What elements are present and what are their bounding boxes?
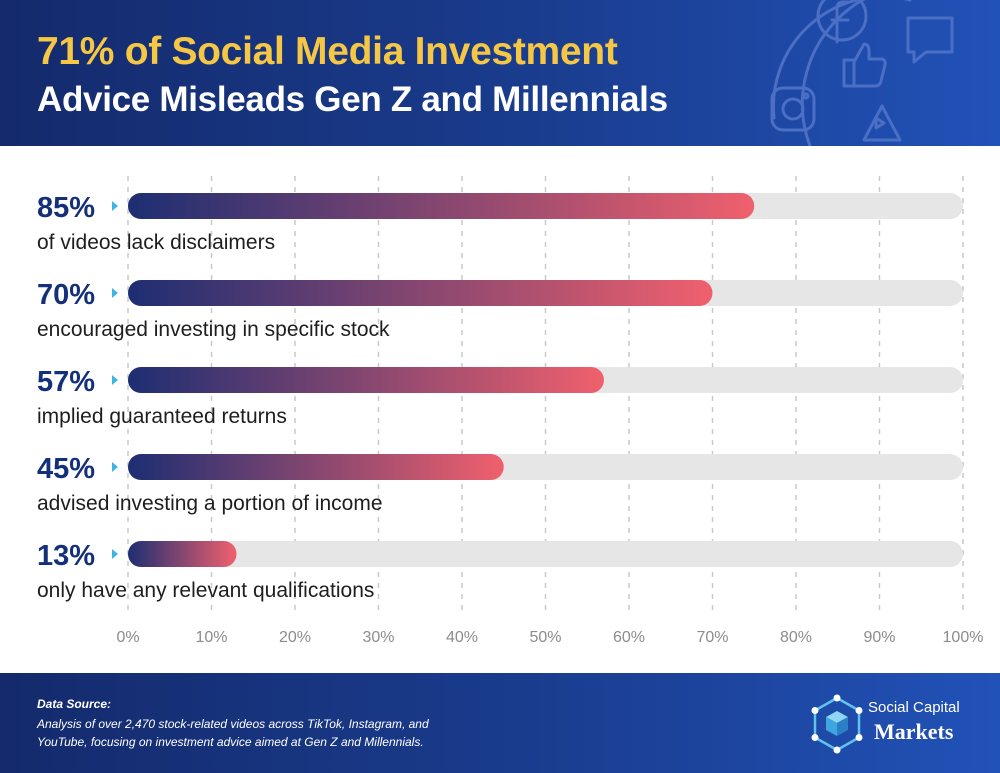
arrow-icon <box>112 201 118 211</box>
x-tick-label: 80% <box>780 629 812 646</box>
arrow-icon <box>112 549 118 559</box>
title-line-2: Advice Misleads Gen Z and Millennials <box>37 80 668 119</box>
title-line-1: 71% of Social Media Investment <box>37 30 618 73</box>
x-tick-label: 90% <box>863 629 895 646</box>
bar-chart: 85% of videos lack disclaimers 70% encourag… <box>37 176 984 646</box>
arrow-icon <box>112 288 118 298</box>
x-tick-label: 40% <box>446 629 478 646</box>
logo-text-line-2: Markets <box>874 719 954 744</box>
bar-track <box>128 541 963 567</box>
orbit-ring-icon <box>771 0 912 120</box>
bar <box>128 367 604 393</box>
bar <box>128 193 755 219</box>
logo-text-line-1: Social Capital <box>868 699 960 716</box>
data-source-title: Data Source: <box>37 697 112 711</box>
x-tick-label: 0% <box>116 629 139 646</box>
arrow-icon <box>112 375 118 385</box>
thumbs-up-icon <box>842 42 887 88</box>
category-label: of videos lack disclaimers <box>37 231 275 254</box>
value-label: 57% <box>37 366 95 398</box>
chat-bubble-icon <box>906 16 954 64</box>
value-label: 85% <box>37 192 95 224</box>
category-label: advised investing a portion of income <box>37 492 383 515</box>
x-tick-label: 20% <box>279 629 311 646</box>
bar <box>128 541 237 567</box>
category-label: encouraged investing in specific stock <box>37 318 390 341</box>
company-logo: Social Capital Markets <box>808 693 978 755</box>
hexagon-cube-icon <box>811 694 863 754</box>
data-source-text: Analysis of over 2,470 stock-related vid… <box>37 717 429 749</box>
play-icon <box>862 104 902 142</box>
arrow-icon <box>112 462 118 472</box>
category-label: only have any relevant qualifications <box>37 579 374 602</box>
social-media-icons-decoration <box>770 0 954 146</box>
value-label: 13% <box>37 540 95 572</box>
x-tick-label: 50% <box>529 629 561 646</box>
facebook-icon <box>816 0 868 42</box>
x-tick-label: 70% <box>696 629 728 646</box>
value-label: 45% <box>37 453 95 485</box>
value-label: 70% <box>37 279 95 311</box>
footer-banner: Data Source: Analysis of over 2,470 stoc… <box>0 673 1000 773</box>
x-tick-label: 30% <box>362 629 394 646</box>
header-banner: 71% of Social Media Investment Advice Mi… <box>0 0 1000 146</box>
instagram-icon <box>770 86 816 132</box>
bar <box>128 280 713 306</box>
x-tick-label: 60% <box>613 629 645 646</box>
category-label: implied guaranteed returns <box>37 405 287 428</box>
x-tick-label: 10% <box>195 629 227 646</box>
x-tick-label: 100% <box>943 629 984 646</box>
bar <box>128 454 504 480</box>
